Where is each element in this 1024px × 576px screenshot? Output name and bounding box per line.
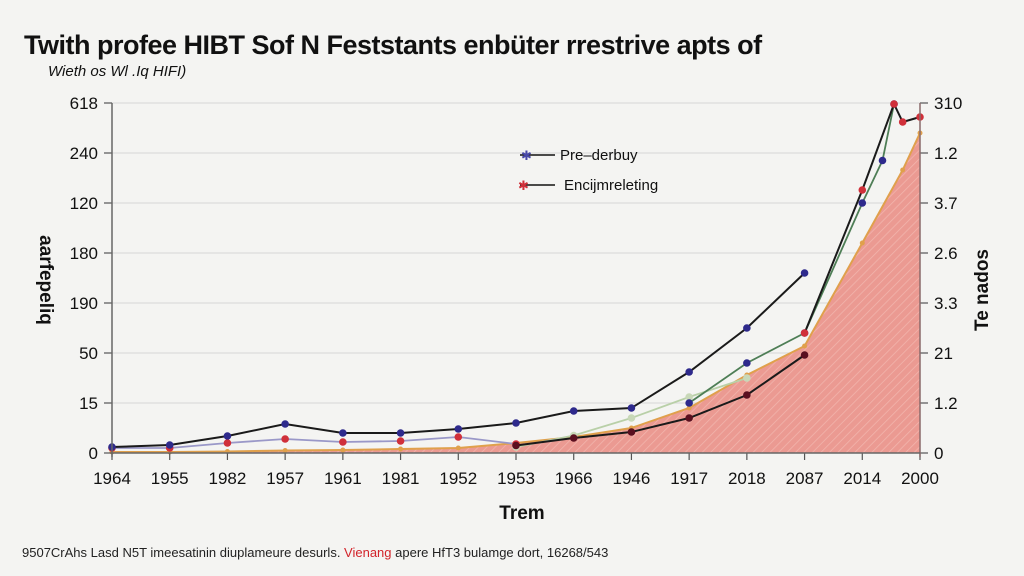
x-tick-label: 1981 [382,469,420,488]
x-tick-label: 1917 [670,469,708,488]
y-tick-label-right: 3.7 [934,194,958,213]
x-tick-label: 2087 [786,469,824,488]
x-tick-label: 1961 [324,469,362,488]
legend-marker-encijmreleting: ✱ [518,178,529,193]
legend-label-encijmreleting: Encijmreleting [564,177,658,194]
data-point [858,199,867,207]
y-axis-label-left: aarfepeliq [35,235,56,325]
data-point [743,391,751,399]
series-line [515,354,806,447]
x-tick-label: 1966 [555,469,593,488]
data-point [900,167,906,173]
data-point [396,437,405,445]
data-point [800,351,809,359]
data-point [396,429,405,437]
x-tick-label: 1946 [613,469,651,488]
x-tick-label: 2014 [843,469,881,488]
series-line [112,436,517,449]
x-tick-label: 1957 [266,469,304,488]
data-point [858,186,867,194]
y-tick-label-right: 21 [934,344,953,363]
data-point [455,445,461,451]
data-point [743,374,751,382]
data-point [878,156,887,165]
data-point [627,428,636,436]
data-point [743,324,751,332]
data-point [281,420,289,428]
data-point [281,435,289,443]
data-point [165,441,174,449]
footer-note: 9507CrAhs Lasd N5T imeesatinin diuplameu… [22,545,608,560]
data-point [282,448,288,453]
data-point [898,118,907,126]
y-tick-label-right: 310 [934,94,962,113]
y-axis-label-right: Te nados [972,249,993,331]
data-point [454,425,463,433]
data-point [686,405,692,411]
data-point [223,432,232,440]
data-point [569,407,578,415]
y-tick-label-right: 0 [934,444,943,463]
x-axis-label: Trem [499,503,544,524]
data-point [627,414,636,422]
data-point [685,414,693,422]
legend-label-pre-derbuy: Pre–derbuy [560,147,638,164]
series-area [112,133,920,453]
y-tick-label-left: 180 [70,244,98,263]
y-tick-label-left: 0 [89,444,98,463]
footer-text-end: apere HfT3 bulamge dort, 16268/543 [391,545,609,560]
data-point [890,100,898,108]
y-tick-label-left: 190 [70,294,98,313]
data-point [800,329,809,337]
data-point [802,343,808,349]
y-tick-label-right: 1.2 [934,144,958,163]
data-point [339,429,347,437]
legend: ✱ Pre–derbuy ✱ Encijmreleting [518,147,658,194]
y-tick-label-left: 15 [79,394,98,413]
data-point [685,393,693,401]
footer-highlight: Vienang [344,545,392,560]
legend-marker-pre-derbuy: ✱ [521,148,532,163]
y-tick-label-right: 2.6 [934,244,958,263]
data-point [859,240,865,246]
data-point [800,269,809,277]
y-tick-label-left: 120 [70,194,98,213]
x-tick-label: 2000 [901,469,939,488]
x-tick-label: 1955 [151,469,189,488]
data-point [223,439,232,447]
y-tick-label-right: 1.2 [934,394,958,413]
data-point [398,446,404,452]
data-point [685,368,693,376]
data-point [743,359,751,367]
data-point [512,441,520,450]
series-area-edge [112,132,921,453]
data-point [569,434,578,442]
y-tick-label-left: 618 [70,94,98,113]
data-point [685,399,693,407]
y-tick-label-right: 3.3 [934,294,958,313]
data-point [454,433,463,441]
series-line [688,103,895,404]
x-tick-label: 1964 [93,469,131,488]
x-tick-label: 2018 [728,469,766,488]
y-tick-label-left: 240 [70,144,98,163]
data-point [627,404,636,412]
data-point [512,419,520,427]
x-tick-label: 1953 [497,469,535,488]
data-point [339,438,347,446]
chart-title: Twith profee HIBT Sof N Feststants enbüt… [24,30,762,60]
chart-subtitle: Wieth os Wl .Iq HIFI) [48,63,187,80]
footer-text: 9507CrAhs Lasd N5T imeesatinin diuplameu… [22,545,345,560]
x-tick-label: 1952 [439,469,477,488]
x-tick-label: 1982 [209,469,247,488]
data-point [340,447,346,453]
y-tick-label-left: 50 [79,344,98,363]
